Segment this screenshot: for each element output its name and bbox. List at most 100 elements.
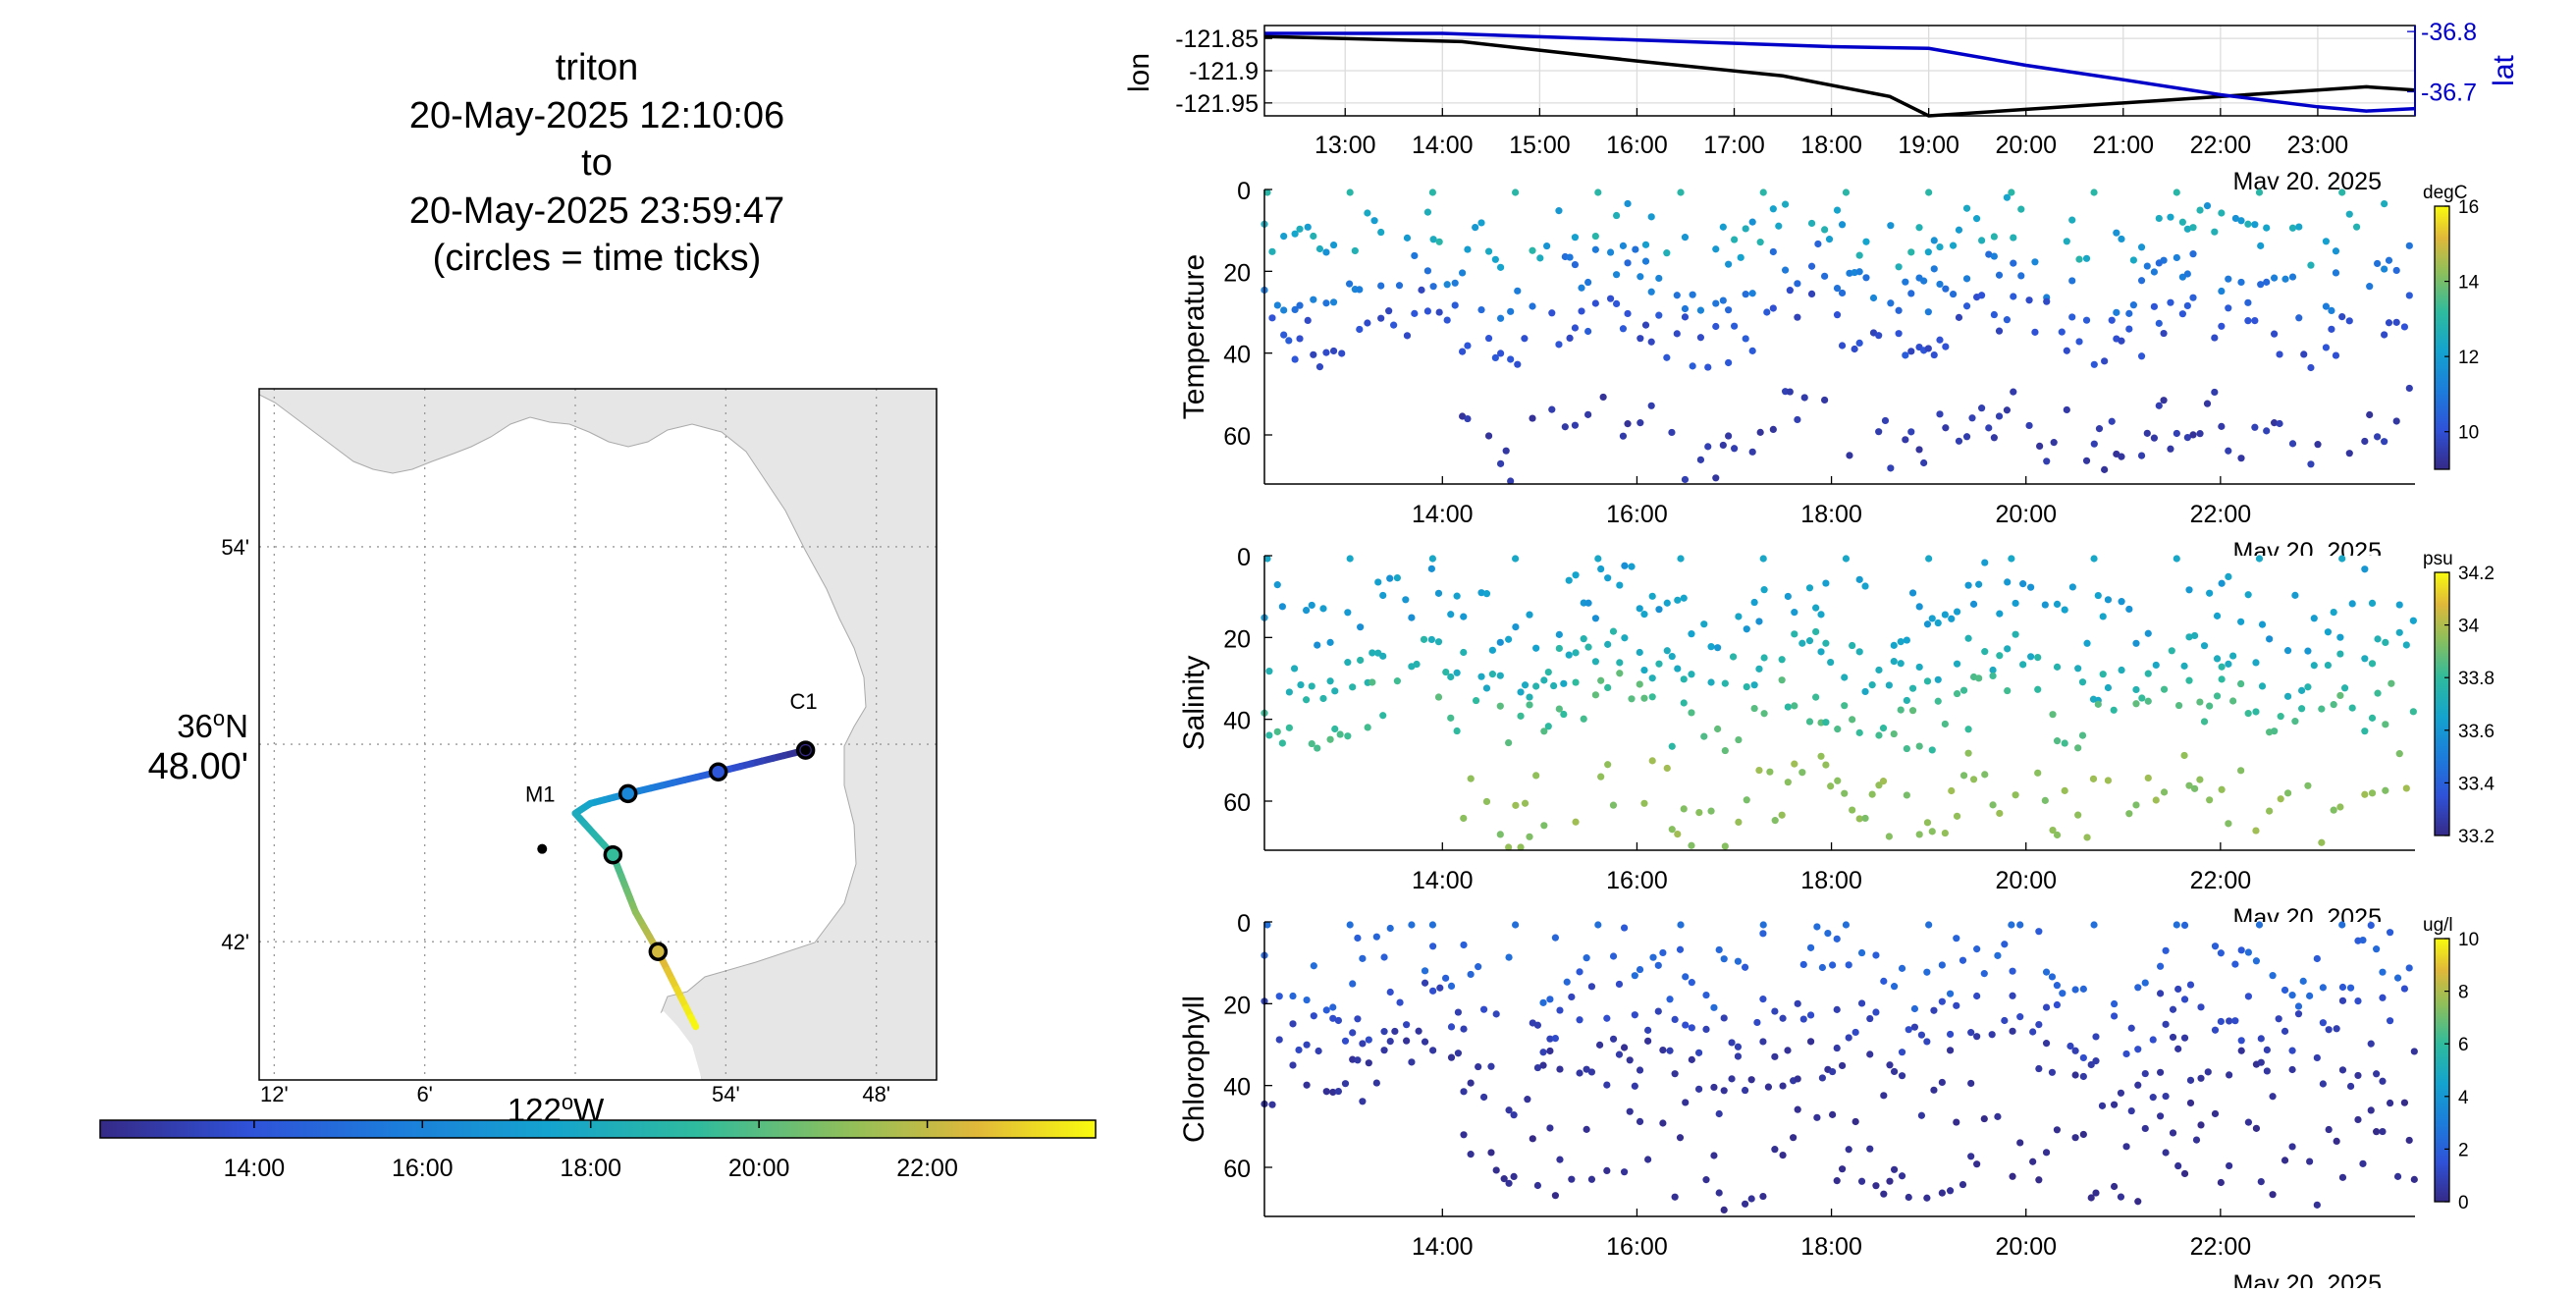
temperature-data-point <box>1458 412 1467 420</box>
temperature-data-point <box>1310 232 1317 241</box>
salinity-data-point <box>1512 801 1520 809</box>
chlorophyll-data-point <box>1539 1061 1547 1069</box>
chlorophyll-data-point <box>2169 1005 2177 1013</box>
salinity-data-point <box>1308 682 1315 690</box>
salinity-data-point <box>1640 666 1648 674</box>
chlorophyll-data-point <box>2134 984 2142 992</box>
salinity-data-point <box>1550 681 1558 690</box>
temperature-data-point <box>2385 319 2393 327</box>
chlorophyll-data-point <box>2338 997 2347 1004</box>
temperature-data-point <box>2031 328 2039 336</box>
chlorophyll-data-point <box>1310 1012 1317 1020</box>
temperature-data-point <box>1681 304 1690 313</box>
temperature-data-point <box>1578 307 1585 315</box>
chlorophyll-data-point <box>2087 1060 2095 1069</box>
salinity-data-point <box>1855 728 1863 736</box>
salinity-data-point <box>1597 565 1605 573</box>
temperature-data-point <box>1329 298 1338 306</box>
time-colorbar: 14:00 16:00 18:00 20:00 22:00 <box>99 1119 1097 1182</box>
chlorophyll-data-point <box>2066 1042 2074 1051</box>
salinity-data-point <box>1344 732 1352 740</box>
salinity-data-point <box>1948 786 1956 795</box>
temperature-data-point <box>2203 202 2212 210</box>
salinity-data-point <box>2190 631 2199 640</box>
chlorophyll-data-point <box>2134 1046 2142 1053</box>
temperature-data-point <box>1273 301 1281 309</box>
temperature-data-point <box>1719 223 1727 231</box>
salinity-data-point <box>1616 659 1624 667</box>
salinity-data-point <box>2118 666 2125 674</box>
chlorophyll-data-point <box>2257 1035 2265 1043</box>
temperature-data-point <box>1936 242 1944 251</box>
temperature-data-point <box>1364 319 1371 327</box>
chlorophyll-data-point <box>1289 1020 1297 1028</box>
chlorophyll-data-point <box>1734 957 1743 965</box>
lat-hemisphere: N <box>225 708 248 744</box>
salinity-data-point <box>2061 786 2068 794</box>
temperature-data-point <box>1619 325 1628 333</box>
chlorophyll-data-point <box>1603 1166 1611 1175</box>
chlorophyll-data-point <box>1790 1134 1798 1142</box>
temperature-data-point <box>2183 433 2191 442</box>
salinity-data-point <box>2004 578 2012 586</box>
salinity-data-point <box>2218 675 2226 683</box>
salinity-data-point <box>1969 776 1978 783</box>
salinity-data-point <box>2061 739 2068 747</box>
chlorophyll-data-point <box>2217 1178 2225 1187</box>
salinity-data-point <box>1379 591 1387 600</box>
chlorophyll-data-point <box>1626 1056 1634 1064</box>
temperature-colorbar-units: degC <box>2423 183 2467 203</box>
salinity-data-point <box>2053 737 2062 745</box>
chlorophyll-data-point <box>1359 1040 1367 1048</box>
salinity-data-point <box>1344 659 1352 667</box>
salinity-data-point <box>2368 714 2377 722</box>
salinity-data-point <box>2132 639 2140 647</box>
temperature-data-point <box>1641 241 1650 248</box>
lat-degree-symbol: o <box>213 706 225 730</box>
salinity-data-point <box>2061 606 2068 614</box>
salinity-data-point <box>1842 555 1851 563</box>
temperature-data-point <box>1995 271 2004 279</box>
chlorophyll-data-point <box>1759 1192 1767 1201</box>
temperature-data-point <box>1280 233 1288 241</box>
salinity-data-point <box>1374 578 1382 586</box>
chlorophyll-panel: 14:00 16:00 18:00 20:00 22:000204060Chloroph… <box>1178 910 2479 1293</box>
chlorophyll-data-point <box>1322 1006 1330 1014</box>
salinity-data-point <box>1855 815 1863 823</box>
chlorophyll-data-point <box>1447 1053 1456 1061</box>
salinity-data-point <box>1760 654 1768 662</box>
temperature-data-point <box>2189 294 2197 301</box>
chlorophyll-data-point <box>1898 1172 1906 1180</box>
chlorophyll-data-point <box>2009 992 2016 999</box>
chlorophyll-colorbar-units: ug/l <box>2423 915 2453 936</box>
temperature-data-point <box>1584 327 1592 336</box>
salinity-data-point <box>1743 682 1750 691</box>
salinity-data-point <box>1750 704 1758 713</box>
chlorophyll-data-point <box>1973 992 1981 1000</box>
salinity-data-point <box>2225 660 2232 668</box>
salinity-data-point <box>2388 679 2395 687</box>
temperature-data-point <box>1978 292 1986 299</box>
salinity-data-point <box>1357 656 1365 665</box>
temperature-data-point <box>1748 448 1756 456</box>
chlorophyll-data-point <box>1421 979 1429 987</box>
temperature-data-point <box>1689 362 1696 370</box>
salinity-data-point <box>1517 843 1525 851</box>
chlorophyll-data-point <box>1845 1146 1852 1154</box>
chlorophyll-data-point <box>2405 964 2413 972</box>
chlorophyll-data-point <box>2410 1175 2418 1183</box>
chlorophyll-data-point <box>1857 999 1866 1007</box>
temperature-data-point <box>1775 222 1783 230</box>
chlorophyll-data-point <box>1533 1063 1542 1072</box>
salinity-data-point <box>1326 677 1334 685</box>
chlorophyll-data-point <box>1329 1014 1337 1022</box>
lonlat-xtick-label: 16:00 <box>1606 132 1668 159</box>
temperature-data-point <box>2328 306 2335 315</box>
chlorophyll-data-point <box>1741 1086 1749 1095</box>
chlorophyll-data-point <box>1759 930 1767 938</box>
temperature-data-point <box>1800 394 1808 402</box>
chlorophyll-data-point <box>1688 1055 1695 1063</box>
chlorophyll-data-point <box>2263 1067 2271 1075</box>
salinity-data-point <box>1915 663 1923 672</box>
station-label: M1 <box>525 782 556 807</box>
